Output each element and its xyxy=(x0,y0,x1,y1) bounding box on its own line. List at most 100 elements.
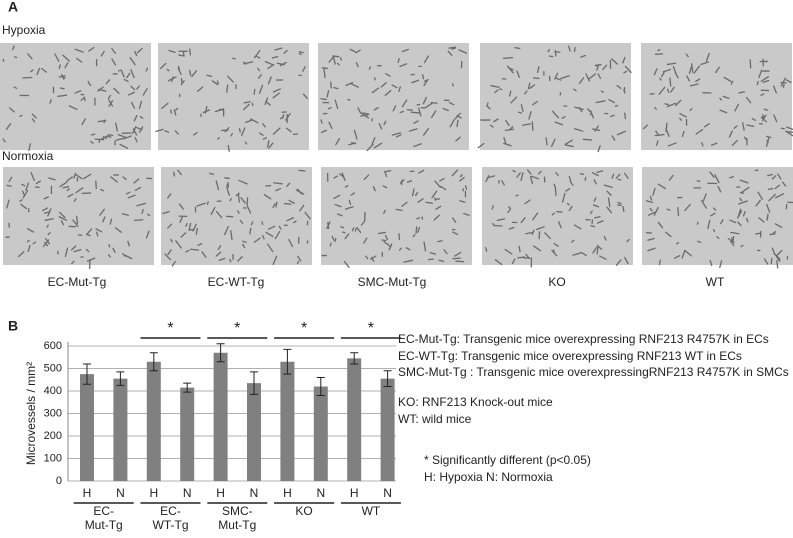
vessel xyxy=(294,134,298,135)
vessel xyxy=(777,261,778,268)
vessel xyxy=(174,172,175,176)
vessel xyxy=(283,115,284,118)
vessel xyxy=(769,189,773,190)
vessel xyxy=(298,261,299,263)
vessel xyxy=(767,214,768,219)
x-tick-label: N xyxy=(383,486,392,500)
column-label: WT xyxy=(706,275,725,289)
vessel xyxy=(504,58,513,59)
vessel xyxy=(411,112,420,113)
vessel xyxy=(217,81,218,84)
vessel xyxy=(58,251,59,253)
vessel xyxy=(585,177,586,180)
vessel xyxy=(3,59,4,61)
vessel xyxy=(650,94,654,95)
x-tick-label: N xyxy=(183,486,192,500)
vessel xyxy=(227,85,228,92)
vessel xyxy=(426,202,432,203)
vessel xyxy=(583,139,591,140)
vessel xyxy=(135,220,143,221)
vessel xyxy=(555,52,560,53)
note: WT: wild mice xyxy=(398,412,472,426)
vessel xyxy=(436,199,440,200)
vessel xyxy=(678,208,679,216)
group-label: SMC- xyxy=(222,504,253,518)
vessel xyxy=(515,48,520,49)
y-tick-label: 600 xyxy=(44,340,62,352)
row-label: Normoxia xyxy=(2,149,54,163)
vessel xyxy=(416,227,417,233)
vessel xyxy=(670,78,671,86)
vessel xyxy=(321,99,326,100)
note: EC-Mut-Tg: Transgenic mice overexpressin… xyxy=(398,332,769,346)
bar xyxy=(314,387,328,482)
bar xyxy=(381,379,395,481)
bar xyxy=(113,379,127,481)
vessel xyxy=(230,259,231,261)
vessel xyxy=(615,106,617,107)
vessel xyxy=(15,57,17,58)
vessel xyxy=(250,228,251,233)
vessel xyxy=(423,75,424,79)
vessel xyxy=(580,174,583,175)
vessel xyxy=(299,52,303,53)
group-label: Mut-Tg xyxy=(85,518,123,532)
vessel xyxy=(190,70,191,75)
vessel xyxy=(466,186,467,189)
bar xyxy=(280,362,294,481)
significance-mark: * xyxy=(368,320,374,337)
note: KO: RNF213 Knock-out mice xyxy=(398,395,553,409)
micrograph xyxy=(480,43,631,150)
significance-mark: * xyxy=(301,320,307,337)
vessel xyxy=(341,58,342,60)
vessel xyxy=(7,185,11,186)
vessel xyxy=(20,115,22,116)
vessel xyxy=(756,233,761,234)
vessel xyxy=(519,246,520,251)
micrograph xyxy=(0,43,151,150)
vessel xyxy=(276,202,277,207)
y-axis-label: Microvessels / mm² xyxy=(24,362,38,465)
panel-label: A xyxy=(8,0,18,15)
x-tick-label: N xyxy=(250,486,259,500)
group-label: EC- xyxy=(160,504,181,518)
x-tick-label: H xyxy=(83,486,92,500)
vessel xyxy=(247,198,248,205)
vessel xyxy=(210,173,214,174)
note: EC-WT-Tg: Transgenic mice overexpressing… xyxy=(398,349,742,363)
vessel xyxy=(386,171,391,172)
note: SMC-Mut-Tg : Transgenic mice overexpress… xyxy=(398,365,789,379)
vessel xyxy=(407,110,412,111)
column-label: KO xyxy=(548,275,565,289)
vessel xyxy=(596,65,601,66)
group-label: WT-Tg xyxy=(153,518,189,532)
vessel xyxy=(335,239,336,242)
vessel xyxy=(625,113,626,118)
column-label: EC-WT-Tg xyxy=(208,275,265,289)
vessel xyxy=(417,218,420,219)
vessel xyxy=(574,48,575,52)
micrograph xyxy=(482,167,633,265)
vessel xyxy=(104,120,105,123)
vessel xyxy=(518,257,524,258)
vessel xyxy=(328,223,329,229)
vessel xyxy=(714,230,715,232)
y-tick-label: 500 xyxy=(44,362,62,374)
vessel xyxy=(375,78,376,80)
column-label: SMC-Mut-Tg xyxy=(358,275,427,289)
vessel xyxy=(740,193,743,194)
y-tick-label: 0 xyxy=(56,475,62,487)
panel-label: B xyxy=(8,318,18,334)
vessel xyxy=(171,110,172,113)
bar xyxy=(147,362,161,481)
vessel xyxy=(623,207,624,212)
group-label: KO xyxy=(295,504,312,518)
vessel xyxy=(697,181,699,182)
vessel xyxy=(225,178,229,179)
y-tick-label: 200 xyxy=(44,430,62,442)
vessel xyxy=(659,260,660,264)
x-tick-label: H xyxy=(216,486,225,500)
vessel xyxy=(343,232,345,233)
